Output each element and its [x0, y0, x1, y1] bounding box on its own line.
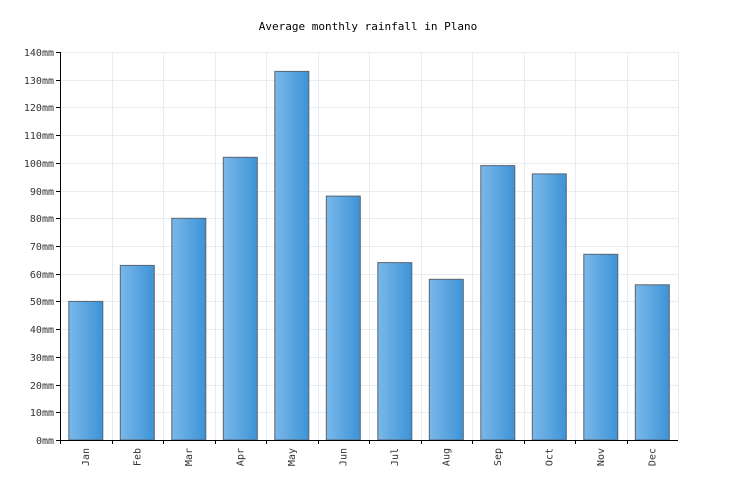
- y-tick-label: 60mm: [30, 270, 54, 281]
- x-tick-label: Oct: [544, 448, 555, 466]
- bar-jul: [377, 262, 413, 441]
- axes: [56, 52, 678, 444]
- bar-nov: [583, 253, 619, 441]
- bar-sep: [480, 165, 516, 441]
- bar-jan: [68, 300, 104, 441]
- y-tick-label: 120mm: [24, 103, 54, 114]
- bar-dec: [634, 284, 670, 441]
- y-tick-label: 110mm: [24, 131, 54, 142]
- x-tick-label: Nov: [596, 448, 607, 466]
- x-tick-label: Apr: [235, 448, 246, 466]
- bars: [68, 70, 670, 441]
- y-tick-label: 140mm: [24, 48, 54, 59]
- grid: [60, 52, 679, 440]
- chart-title: Average monthly rainfall in Plano: [259, 20, 478, 33]
- y-tick-label: 130mm: [24, 76, 54, 87]
- y-tick-label: 30mm: [30, 353, 54, 364]
- x-tick-label: Jun: [338, 448, 349, 466]
- y-tick-label: 100mm: [24, 159, 54, 170]
- bar-apr: [222, 156, 258, 441]
- bar-jun: [325, 195, 361, 441]
- bar-aug: [428, 278, 464, 441]
- y-tick-label: 70mm: [30, 242, 54, 253]
- x-tick-label: Dec: [647, 448, 658, 466]
- x-tick-label: Sep: [493, 448, 504, 466]
- x-tick-label: Aug: [441, 448, 452, 466]
- y-tick-label: 40mm: [30, 325, 54, 336]
- x-tick-labels: Jan Feb Mar Apr May Jun Jul Aug Sep Oct Nov Dec: [81, 448, 659, 466]
- y-tick-labels: 0mm 10mm 20mm 30mm 40mm 50mm 60mm 70mm 80mm 90mm 1…: [24, 48, 54, 447]
- x-tick-label: Feb: [132, 448, 143, 466]
- y-tick-label: 0mm: [36, 436, 54, 447]
- bar-may: [274, 70, 310, 441]
- x-tick-label: Jan: [81, 448, 92, 466]
- x-tick-label: May: [287, 448, 298, 466]
- y-tick-label: 10mm: [30, 408, 54, 419]
- y-tick-label: 90mm: [30, 187, 54, 198]
- bar-mar: [171, 217, 207, 441]
- x-tick-label: Jul: [390, 448, 401, 466]
- bar-feb: [119, 264, 155, 441]
- y-tick-label: 20mm: [30, 381, 54, 392]
- bar-oct: [531, 173, 567, 441]
- y-tick-label: 80mm: [30, 214, 54, 225]
- y-tick-label: 50mm: [30, 297, 54, 308]
- x-tick-label: Mar: [184, 448, 195, 466]
